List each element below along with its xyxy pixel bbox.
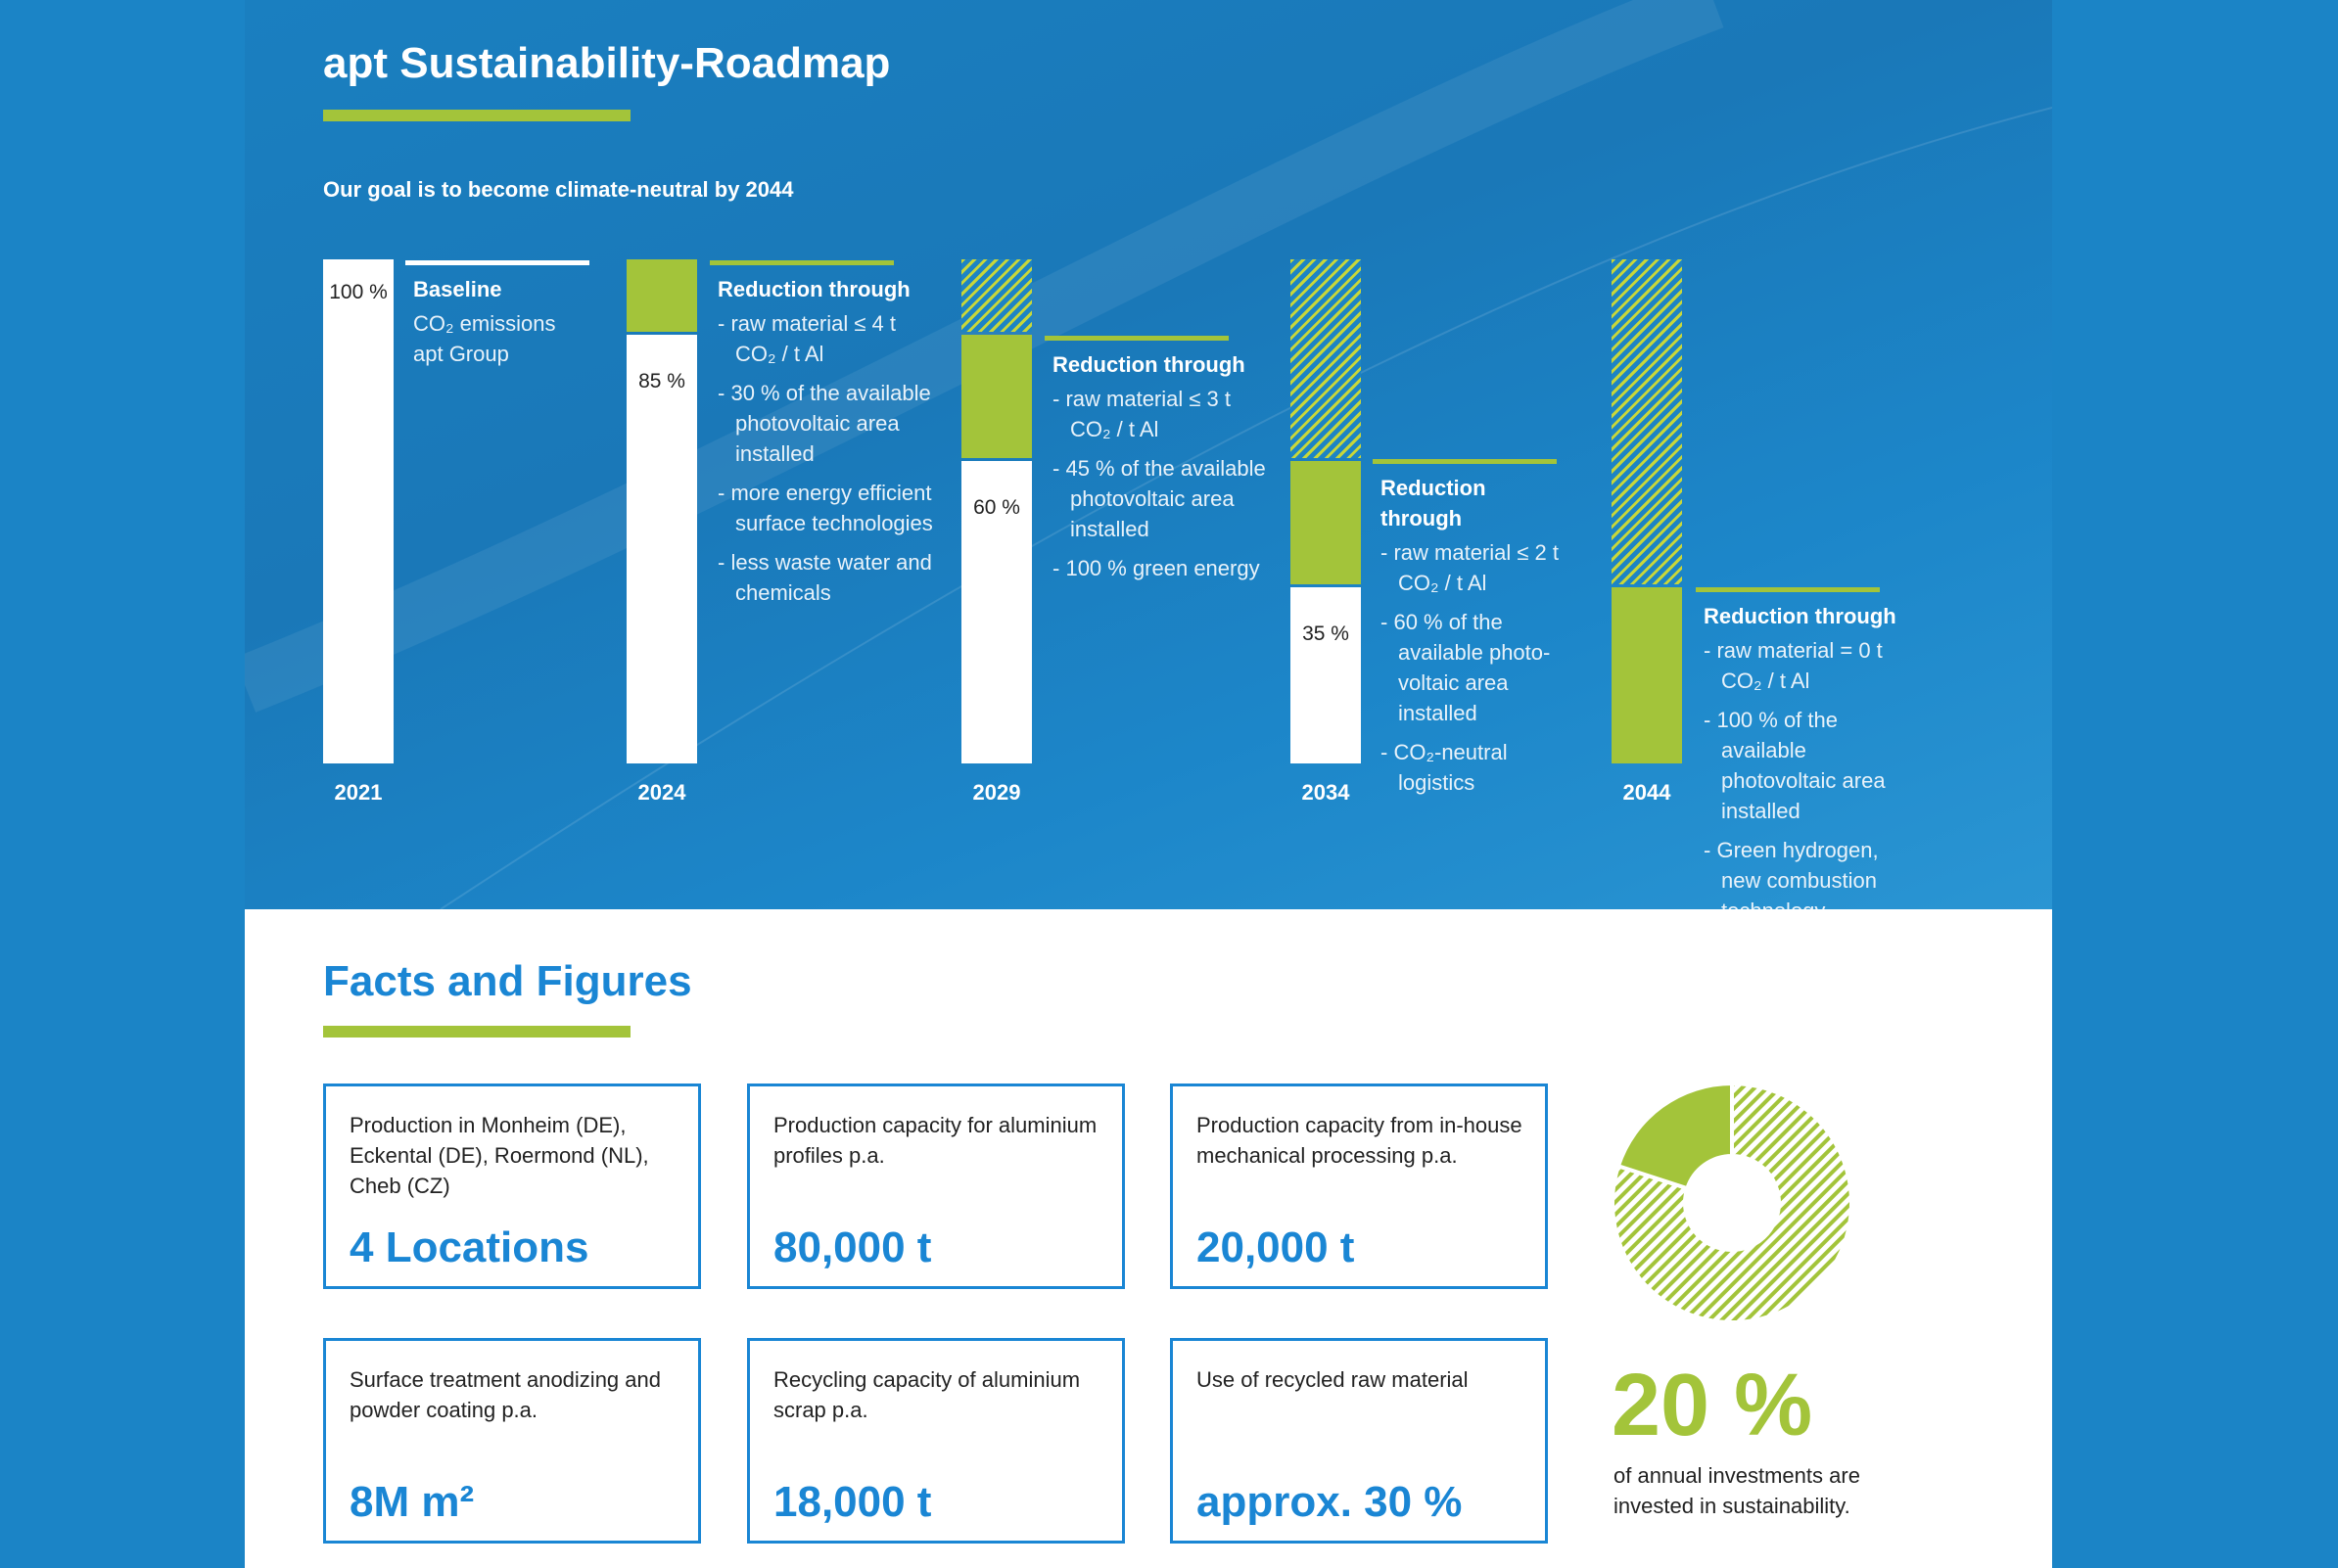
donut-rest-segment (1611, 1081, 1853, 1324)
roadmap-bar-2034: 35 % (1290, 259, 1361, 763)
fact-label: Use of recycled raw material (1196, 1367, 1469, 1392)
stage-item-text: 60 % of the available photo-voltaic area… (1393, 610, 1551, 725)
remaining-pct-label: 35 % (1302, 622, 1349, 645)
stage-item: - raw material ≤ 3 t CO₂ / t Al (1052, 387, 1232, 441)
fact-label: Surface treatment anodizing and powder c… (350, 1367, 661, 1422)
stage-item-text: more energy efficient surface technologi… (730, 481, 933, 535)
stage-description-2024: Reduction through - raw material ≤ 4 t CO… (718, 274, 933, 617)
stage-item: - raw material ≤ 4 t CO₂ / t Al (718, 311, 897, 366)
prior-reduction-segment (1290, 259, 1361, 458)
investment-value: 20 % (1612, 1357, 1813, 1454)
fact-card: Recycling capacity of aluminium scrap p.… (747, 1338, 1125, 1544)
stage-description-2034: Reduction through - raw material ≤ 2 t CO… (1380, 473, 1566, 807)
stage-item-text: 100 % green energy (1065, 556, 1260, 580)
stage-item-text: less waste water and chemicals (730, 550, 932, 605)
investment-caption: of annual investments are invested in su… (1613, 1463, 1860, 1518)
stage-item: - 60 % of the available photo-voltaic ar… (1380, 610, 1551, 725)
roadmap-bar-2044 (1612, 259, 1682, 763)
roadmap-section: apt Sustainability-Roadmap Our goal is t… (245, 0, 2052, 909)
remaining-emissions-segment (627, 335, 697, 763)
title-underline (323, 110, 631, 121)
stage-item: - more energy efficient surface technolo… (718, 481, 933, 535)
fact-value: 8M m² (350, 1478, 475, 1526)
stage-line: CO₂ emissions (413, 311, 556, 336)
year-label: 2029 (972, 780, 1021, 805)
roadmap-title: apt Sustainability-Roadmap (323, 39, 891, 87)
remaining-emissions-segment (961, 461, 1032, 763)
stage-item-text: 45 % of the available photovoltaic area … (1065, 456, 1266, 541)
remaining-emissions-segment (323, 259, 394, 763)
stage-divider (1045, 336, 1229, 341)
prior-reduction-segment (1612, 259, 1682, 584)
investment-donut (1611, 1081, 1853, 1324)
facts-title: Facts and Figures (323, 957, 692, 1005)
donut-share-segment (1615, 1081, 1734, 1191)
stage-divider (710, 260, 894, 265)
page: apt Sustainability-Roadmap Our goal is t… (245, 0, 2052, 1568)
stage-item: - less waste water and chemicals (718, 550, 932, 605)
roadmap-subtitle: Our goal is to become climate-neutral by… (323, 177, 794, 202)
stage-divider (1696, 587, 1880, 592)
fact-value: 18,000 t (773, 1478, 932, 1526)
facts-underline (323, 1026, 631, 1038)
stage-item-text: 30 % of the available photovoltaic area … (730, 381, 931, 466)
fact-card: Production in Monheim (DE), Eckental (DE… (323, 1084, 701, 1289)
stage-description-2044: Reduction through - raw material = 0 t CO… (1704, 601, 1919, 909)
stage-item-text: raw material ≤ 3 t CO₂ / t Al (1065, 387, 1232, 441)
reduction-segment (1612, 586, 1682, 763)
stage-heading: Reduction through (1052, 352, 1245, 377)
stage-item: - raw material = 0 t CO₂ / t Al (1704, 638, 1883, 693)
fact-label: Production capacity for aluminium profil… (773, 1113, 1098, 1168)
stage-item: - 100 % green energy (1052, 556, 1260, 580)
stage-heading: Reduction through (1380, 476, 1486, 530)
fact-value: 20,000 t (1196, 1223, 1355, 1271)
fact-value: approx. 30 % (1196, 1478, 1463, 1526)
year-label: 2021 (334, 780, 383, 805)
fact-value: 4 Locations (350, 1223, 589, 1271)
stage-line: apt Group (413, 342, 509, 366)
stage-item-text: Green hydrogen, new combustion technolog… (1716, 838, 1879, 909)
remaining-emissions-segment (1290, 586, 1361, 763)
stage-item-text: 100 % of the available photovoltaic area… (1716, 708, 1886, 823)
reduction-segment (627, 259, 697, 333)
stage-item: - 100 % of the available photovoltaic ar… (1704, 708, 1886, 823)
stage-item-text: raw material ≤ 2 t CO₂ / t Al (1393, 540, 1560, 595)
reduction-segment (961, 335, 1032, 458)
roadmap-bar-2021: 100 % (323, 259, 394, 763)
fact-card: Production capacity from in-house mechan… (1170, 1084, 1548, 1289)
stage-item-text: raw material = 0 t CO₂ / t Al (1716, 638, 1883, 693)
stage-item: - 45 % of the available photovoltaic are… (1052, 456, 1266, 541)
fact-card: Surface treatment anodizing and powder c… (323, 1338, 701, 1544)
year-label: 2034 (1301, 780, 1350, 805)
stage-item: - Green hydrogen, new combustion technol… (1704, 835, 1919, 909)
roadmap-bar-2029: 60 % (961, 259, 1032, 763)
fact-label: Production capacity from in-house mechan… (1196, 1113, 1522, 1168)
stage-description-2021: Baseline CO₂ emissions apt Group (413, 274, 629, 369)
fact-label: Recycling capacity of aluminium scrap p.… (773, 1367, 1081, 1422)
stage-divider (405, 260, 589, 265)
stage-item: - CO₂-neutral logistics (1380, 740, 1508, 795)
reduction-segment (1290, 461, 1361, 584)
stage-item-text: CO₂-neutral logistics (1393, 740, 1508, 795)
roadmap-bar-2024: 85 % (627, 259, 697, 763)
stage-heading: Baseline (413, 277, 502, 301)
stage-heading: Reduction through (718, 277, 911, 301)
stage-divider (1373, 459, 1557, 464)
prior-reduction-segment (961, 259, 1032, 333)
stage-heading: Reduction through (1704, 604, 1896, 628)
remaining-pct-label: 60 % (973, 496, 1020, 519)
fact-card: Use of recycled raw material approx. 30 % (1170, 1338, 1548, 1544)
stage-item: - 30 % of the available photovoltaic are… (718, 381, 931, 466)
year-label: 2024 (637, 780, 686, 805)
remaining-pct-label: 100 % (329, 281, 388, 303)
remaining-pct-label: 85 % (638, 370, 685, 393)
stage-description-2029: Reduction through - raw material ≤ 3 t CO… (1052, 349, 1268, 592)
fact-label: Production in Monheim (DE), Eckental (DE… (350, 1113, 649, 1198)
fact-card: Production capacity for aluminium profil… (747, 1084, 1125, 1289)
stage-item-text: raw material ≤ 4 t CO₂ / t Al (730, 311, 897, 366)
year-label: 2044 (1622, 780, 1671, 805)
stage-item: - raw material ≤ 2 t CO₂ / t Al (1380, 540, 1560, 595)
fact-value: 80,000 t (773, 1223, 932, 1271)
